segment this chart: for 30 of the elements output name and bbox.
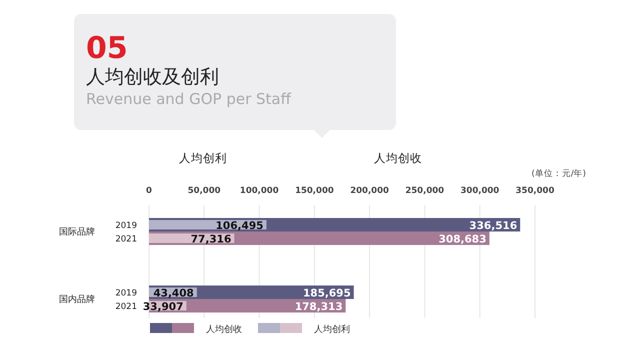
text: 国际品牌 (59, 226, 95, 238)
data-label: 336,516 (469, 220, 518, 232)
text: 05 (86, 31, 128, 66)
legend-label: 人均创收 (206, 324, 242, 335)
text: 国内品牌 (59, 294, 95, 305)
text: (单位：元/年) (532, 168, 586, 179)
data-label: 106,495 (216, 220, 264, 232)
x-tick-label: 100,000 (240, 186, 279, 196)
y-tick-label: 2019 (115, 288, 137, 298)
x-tick-label: 150,000 (295, 186, 334, 196)
legend-label: 人均创利 (314, 324, 350, 335)
x-tick-label: 300,000 (460, 186, 500, 196)
x-tick-label: 50,000 (188, 186, 221, 196)
data-label: 77,316 (190, 233, 232, 246)
x-tick-label: 200,000 (350, 186, 390, 196)
x-tick-label: 350,000 (516, 186, 554, 196)
data-label: 308,683 (438, 233, 486, 246)
y-tick-label: 2019 (115, 220, 137, 231)
data-label: 33,907 (142, 300, 184, 313)
data-label: 178,313 (294, 300, 343, 313)
x-tick-label: 0 (146, 186, 152, 196)
x-tick-label: 250,000 (405, 186, 444, 196)
text: 人均创收 (374, 151, 422, 165)
data-label: 185,695 (302, 287, 351, 300)
data-label: 43,408 (153, 287, 194, 300)
text: 人均创利 (179, 151, 227, 165)
y-tick-label: 2021 (115, 234, 137, 244)
chart-title: 人均创收及创利 (86, 66, 219, 88)
y-tick-label: 2021 (115, 302, 137, 312)
chart-subtitle: Revenue and GOP per Staff (86, 90, 292, 108)
